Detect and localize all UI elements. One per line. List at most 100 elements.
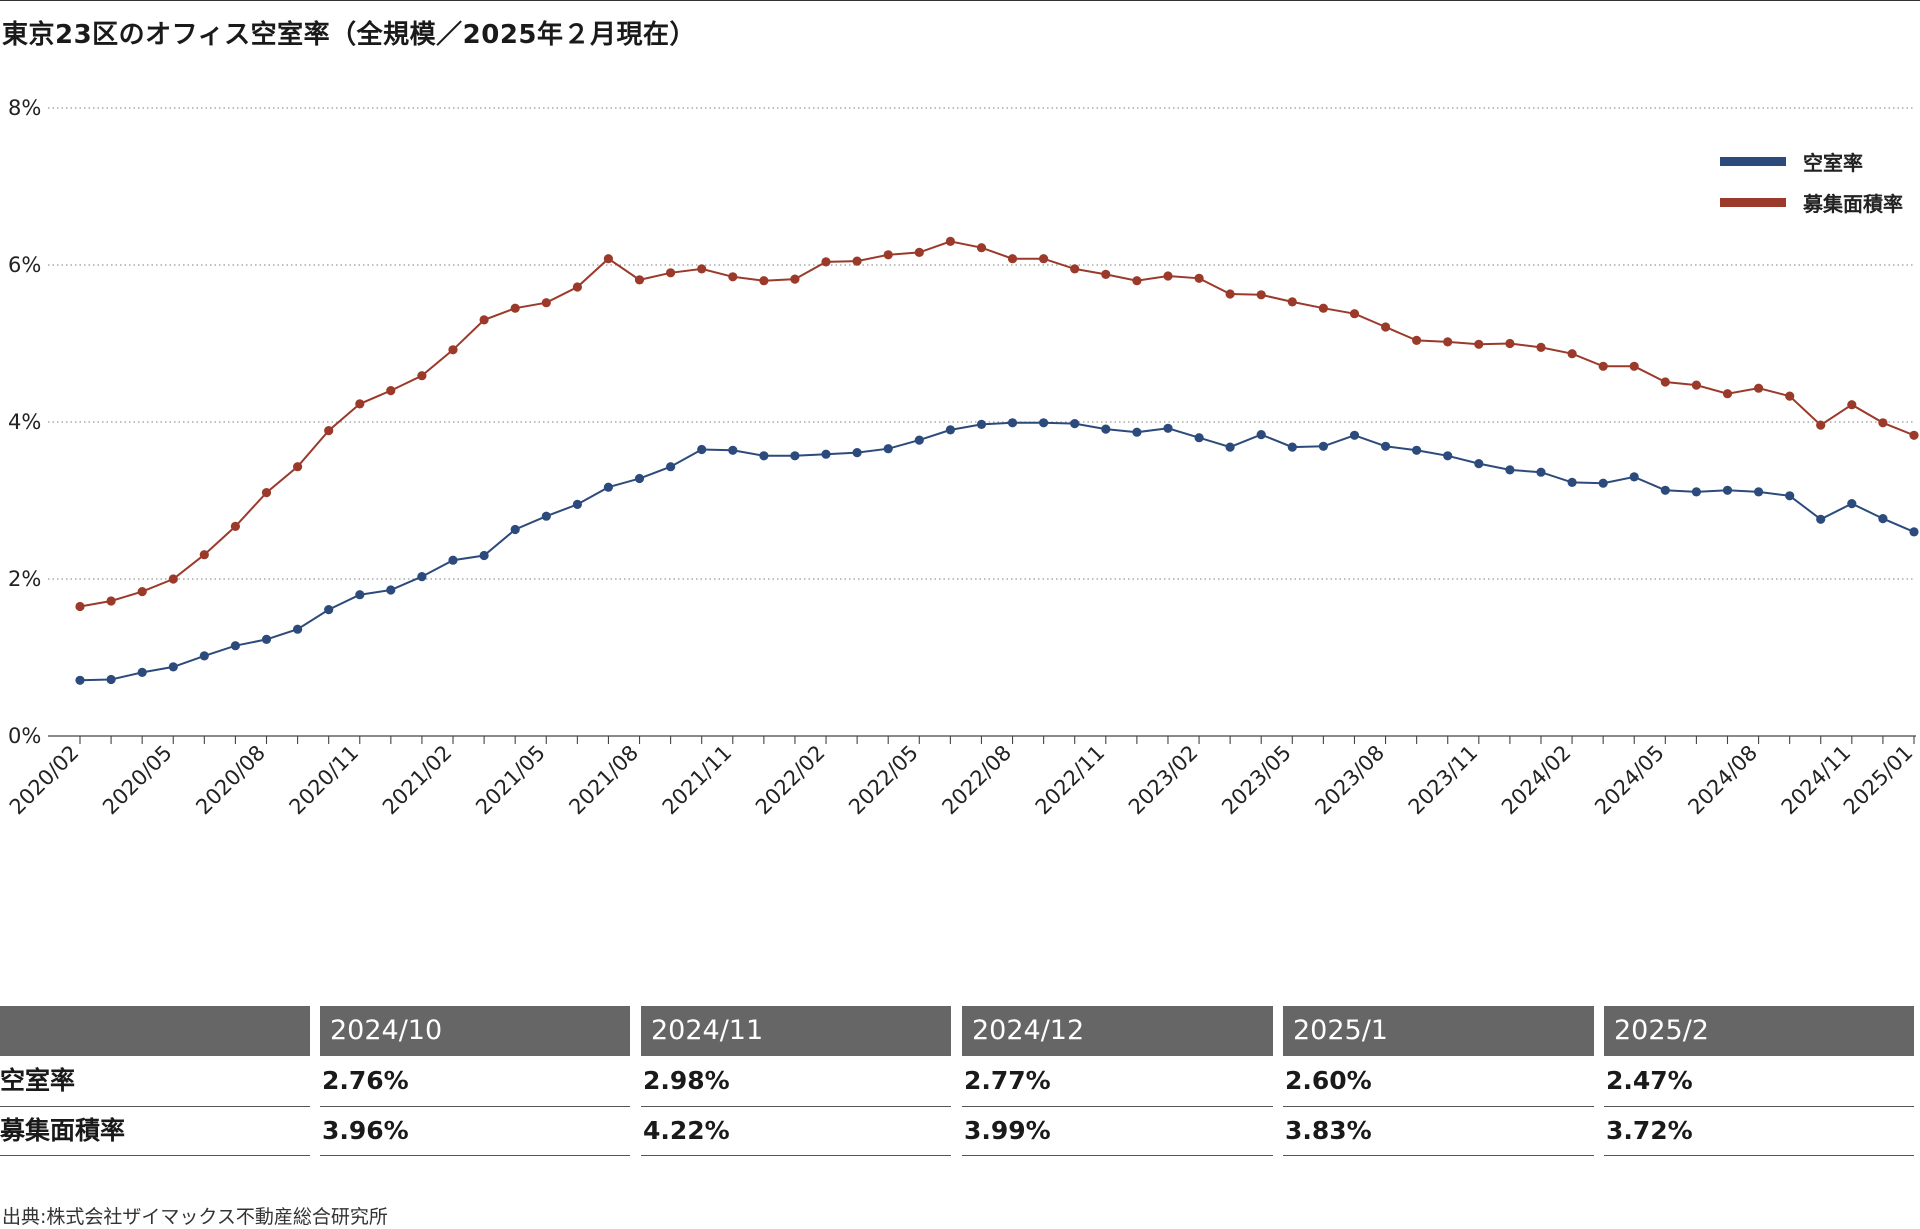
table-cell: 3.83% <box>1285 1116 1372 1145</box>
data-point <box>261 634 272 645</box>
data-point <box>1660 485 1670 495</box>
legend-swatch-recruit <box>1720 198 1786 207</box>
x-tick-label: 2023/05 <box>1217 741 1296 820</box>
data-point <box>634 473 645 484</box>
data-point <box>1474 339 1484 349</box>
data-point <box>1132 427 1142 437</box>
series-line <box>79 240 1915 608</box>
y-tick-label: 6% <box>8 253 41 277</box>
table-cell: 3.99% <box>964 1116 1051 1145</box>
row-divider <box>1604 1155 1914 1156</box>
data-point <box>1505 338 1515 349</box>
data-point <box>75 601 85 612</box>
row-divider <box>320 1155 630 1156</box>
data-point <box>355 399 365 409</box>
table-cell: 2.60% <box>1285 1066 1372 1095</box>
data-point <box>1225 442 1235 452</box>
data-point <box>1256 290 1266 300</box>
data-point <box>1691 487 1701 497</box>
data-point <box>1536 467 1546 477</box>
data-point <box>261 488 272 498</box>
data-point <box>1256 430 1266 440</box>
data-point <box>666 268 676 278</box>
x-tick-label: 2020/05 <box>98 741 177 820</box>
data-point <box>541 298 551 308</box>
data-point <box>1287 297 1297 307</box>
data-point <box>1598 361 1608 371</box>
data-point <box>1349 430 1360 440</box>
x-tick-label: 2020/11 <box>285 741 364 820</box>
table-header-cell: 2024/11 <box>641 1006 951 1056</box>
data-point <box>137 587 147 597</box>
data-point <box>1567 477 1577 487</box>
legend-swatch-vacancy <box>1720 157 1786 166</box>
y-tick-label: 8% <box>8 96 41 120</box>
data-point <box>1225 289 1235 299</box>
row-divider <box>320 1106 630 1107</box>
data-point <box>293 624 303 634</box>
data-point <box>728 272 738 282</box>
data-point <box>1660 377 1670 387</box>
data-point <box>697 444 707 455</box>
x-tick-label: 2020/02 <box>5 741 84 820</box>
data-point <box>697 264 707 274</box>
data-point <box>106 596 116 606</box>
data-point <box>1070 419 1080 429</box>
data-point <box>1785 491 1795 501</box>
table-cell: 2.47% <box>1606 1066 1693 1095</box>
series-vacancy <box>75 418 1919 685</box>
data-point <box>603 482 614 492</box>
data-point <box>417 572 427 582</box>
data-point <box>1163 271 1173 281</box>
data-point <box>790 451 800 461</box>
data-point <box>1505 465 1515 475</box>
x-tick-label: 2023/11 <box>1404 741 1483 820</box>
data-point <box>1722 485 1733 495</box>
data-point <box>1412 335 1422 345</box>
data-point <box>1536 342 1546 352</box>
legend-label-vacancy: 空室率 <box>1803 151 1863 175</box>
data-point <box>1878 514 1888 524</box>
y-tick-label: 4% <box>8 410 41 434</box>
data-point <box>759 276 769 286</box>
data-point <box>1039 254 1049 264</box>
data-point <box>1007 418 1018 428</box>
data-point <box>945 236 956 246</box>
data-point <box>976 243 987 253</box>
data-point <box>230 641 240 651</box>
legend: 空室率 募集面積率 <box>1720 151 1903 216</box>
data-point <box>1722 389 1733 399</box>
data-point <box>417 371 427 381</box>
data-point <box>479 315 489 325</box>
data-point <box>199 651 209 661</box>
table-header-cell: 2024/12 <box>962 1006 1273 1056</box>
y-gridlines <box>48 107 1914 580</box>
data-point <box>1381 322 1391 332</box>
data-point <box>1194 433 1204 443</box>
data-point <box>510 524 520 535</box>
data-point <box>1567 349 1577 359</box>
data-point <box>1754 487 1764 497</box>
data-point <box>790 274 800 284</box>
series-line <box>79 421 1915 682</box>
data-point <box>572 499 583 509</box>
row-divider <box>962 1155 1273 1156</box>
data-point <box>448 555 458 565</box>
data-point <box>1909 430 1919 440</box>
data-point <box>1598 478 1608 488</box>
y-tick-label: 0% <box>8 724 41 748</box>
line-chart: 0%2%4%6%8% 2020/02 2020/05 2020/08 2020/11 2… <box>5 96 1919 820</box>
data-point <box>541 511 551 521</box>
y-tick-label: 2% <box>8 567 41 591</box>
data-point <box>1101 269 1111 279</box>
data-point <box>168 574 178 584</box>
data-point <box>1007 254 1018 264</box>
series-layer <box>75 236 1919 685</box>
data-point <box>106 674 116 685</box>
data-point <box>1691 380 1701 390</box>
summary-table: 2024/10 2024/11 2024/12 2025/1 2025/2 空室… <box>0 1006 1920 1156</box>
data-point <box>914 247 924 257</box>
x-tick-label: 2021/02 <box>378 741 457 820</box>
x-tick-label: 2022/02 <box>751 741 830 820</box>
data-point <box>1381 441 1391 451</box>
